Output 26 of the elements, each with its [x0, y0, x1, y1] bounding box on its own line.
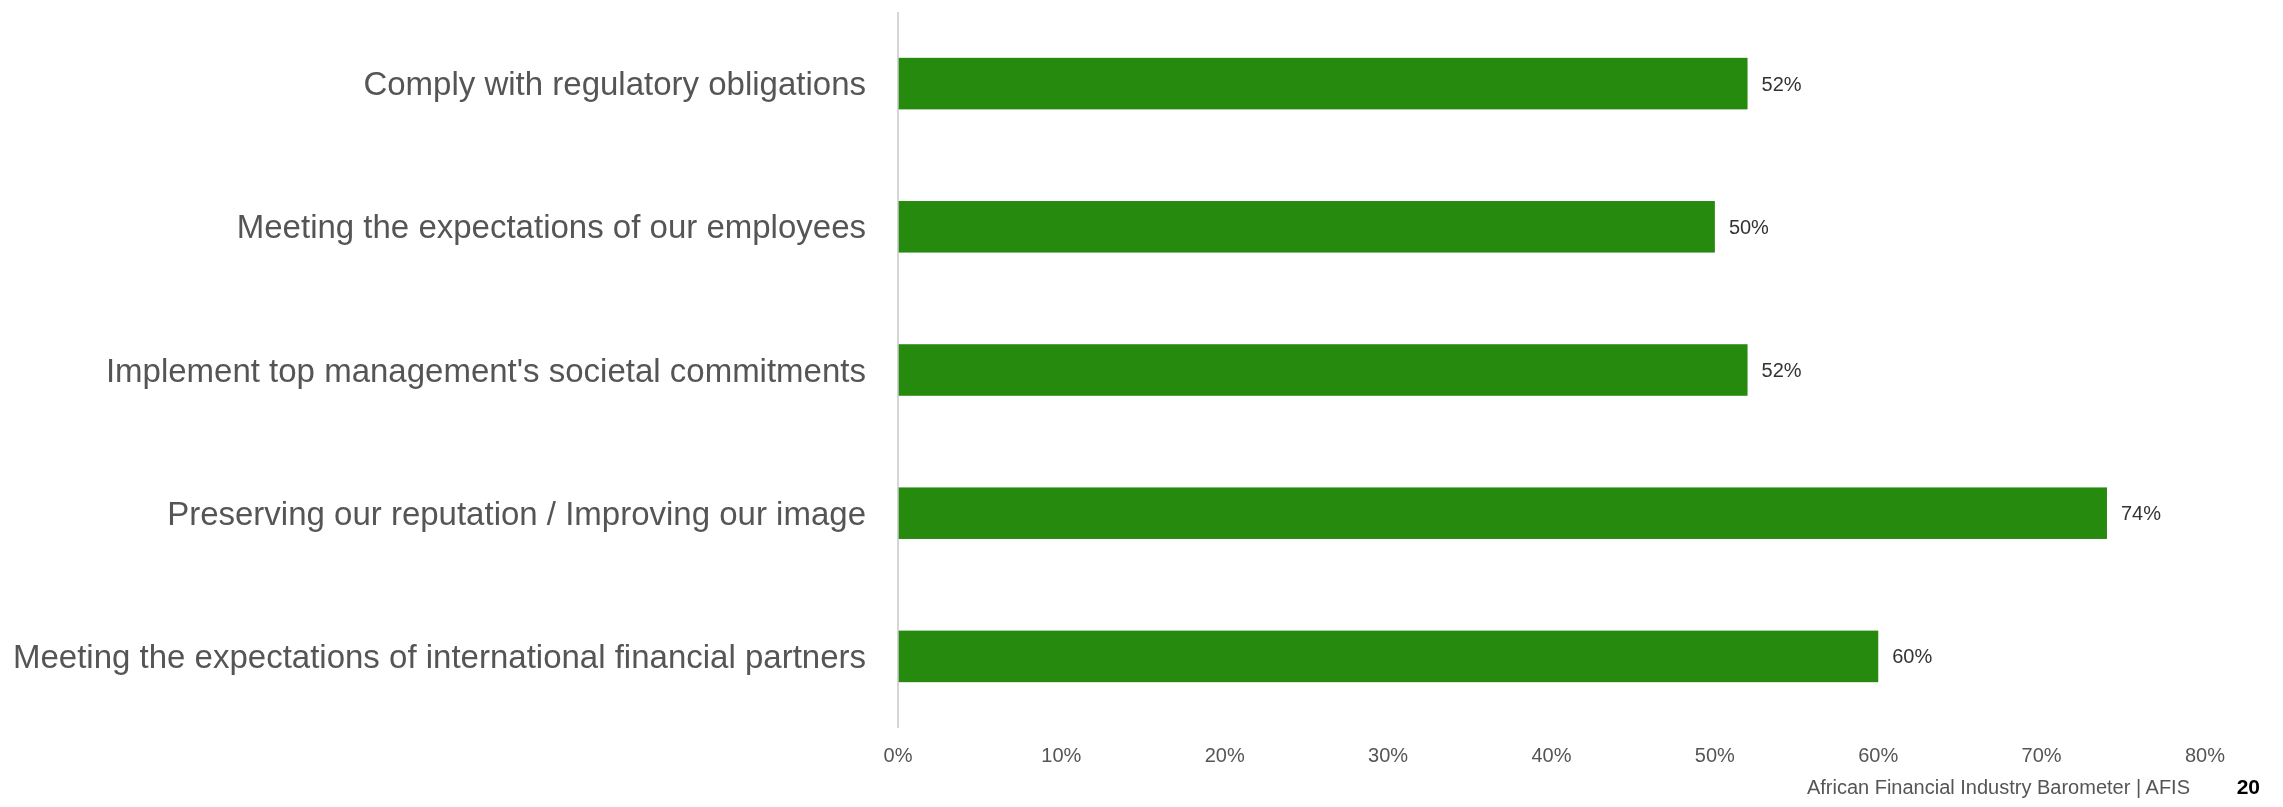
text: 20	[2236, 775, 2260, 798]
y-tick-label: Preserving our reputation / Improving our image	[167, 494, 866, 532]
x-tick-label: 50%	[1694, 744, 1736, 766]
y-tick-label: Implement top management's societal commitments	[105, 351, 866, 389]
bar	[898, 487, 2107, 539]
x-tick-label: 70%	[2021, 744, 2062, 766]
bar	[898, 344, 1748, 396]
x-tick-label: 0%	[883, 744, 913, 766]
y-tick-label: Meeting the expectations of international financial partners	[12, 637, 866, 675]
x-tick-label: 30%	[1368, 744, 1409, 766]
text: African Financial Industry Barometer | AFIS	[1806, 776, 2190, 798]
data-label: 50%	[1728, 215, 1770, 238]
bar	[898, 201, 1715, 253]
x-tick-label: 80%	[2184, 744, 2226, 766]
bar	[898, 630, 1879, 683]
x-tick-label: 10%	[1041, 744, 1082, 766]
x-tick-label: 60%	[1858, 744, 1899, 766]
x-tick-label: 40%	[1531, 744, 1572, 766]
data-label: 74%	[2120, 502, 2162, 525]
x-tick-label: 20%	[1204, 744, 1245, 766]
bar	[898, 57, 1748, 110]
y-tick-label: Comply with regulatory obligations	[363, 65, 866, 103]
data-label: 60%	[1892, 645, 1933, 668]
data-label: 52%	[1761, 72, 1802, 95]
data-label: 52%	[1761, 359, 1802, 381]
y-tick-label: Meeting the expectations of our employees	[236, 208, 866, 246]
